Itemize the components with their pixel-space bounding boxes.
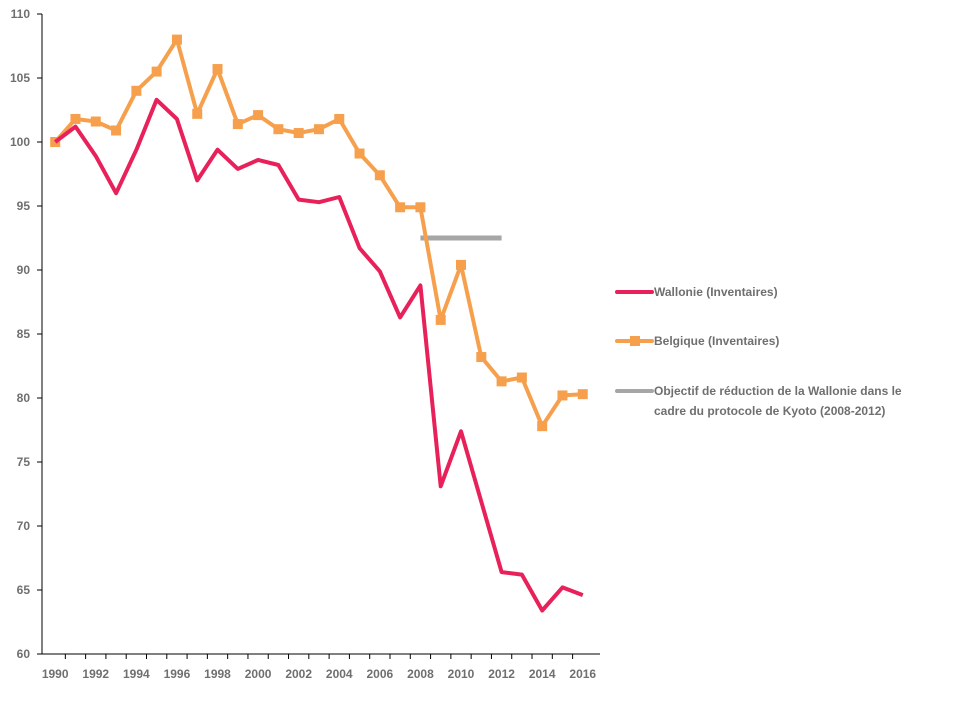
y-tick-label: 80 <box>17 391 31 405</box>
x-tick-label: 2000 <box>245 667 272 681</box>
data-point-belgique <box>293 128 304 139</box>
x-tick-label: 2004 <box>326 667 353 681</box>
data-point-belgique <box>334 113 345 124</box>
x-tick-label: 1992 <box>82 667 109 681</box>
y-tick-label: 100 <box>10 135 30 149</box>
data-point-belgique <box>232 119 243 130</box>
data-point-belgique <box>516 372 527 383</box>
series-layer <box>50 34 588 613</box>
data-point-belgique <box>151 66 162 77</box>
x-axis-ticks: 1990 1992 1994 1996 1998 2000 2002 2004 2006 2008… <box>42 654 596 681</box>
y-tick-label: 90 <box>17 263 31 277</box>
x-tick-label: 2008 <box>407 667 434 681</box>
data-point-belgique <box>111 125 122 136</box>
x-tick-label: 2012 <box>488 667 515 681</box>
data-point-belgique <box>90 116 101 127</box>
series-line-wallonie <box>53 97 584 613</box>
data-point-belgique <box>273 124 284 135</box>
x-tick-label: 1996 <box>164 667 191 681</box>
data-point-belgique <box>577 389 588 400</box>
data-point-belgique <box>374 170 385 181</box>
y-tick-label: 75 <box>17 455 31 469</box>
data-point-belgique <box>171 34 182 45</box>
data-point-belgique <box>496 376 507 387</box>
x-tick-label: 2016 <box>569 667 596 681</box>
x-tick-label: 1990 <box>42 667 69 681</box>
y-tick-label: 65 <box>17 583 31 597</box>
legend-label-wallonie: Wallonie (Inventaires) <box>654 285 778 299</box>
legend: Wallonie (Inventaires) Belgique (Inventa… <box>615 285 902 418</box>
x-tick-label: 2010 <box>448 667 475 681</box>
data-point-belgique <box>557 390 568 401</box>
data-point-belgique <box>50 137 61 147</box>
legend-label-objectif-line2: cadre du protocole de Kyoto (2008-2012) <box>654 404 885 418</box>
data-point-belgique <box>456 259 467 270</box>
data-point-belgique <box>212 64 223 75</box>
y-axis-ticks: 60 65 70 75 80 85 90 95 100 105 110 <box>10 7 42 661</box>
x-tick-label: 2014 <box>529 667 556 681</box>
y-tick-label: 95 <box>17 199 31 213</box>
data-point-belgique <box>476 352 487 363</box>
x-tick-label: 2002 <box>285 667 312 681</box>
legend-item-objectif: Objectif de réduction de la Wallonie dan… <box>615 384 902 418</box>
data-point-belgique <box>192 108 203 119</box>
data-point-belgique <box>395 202 406 213</box>
data-point-belgique <box>537 421 548 432</box>
data-point-belgique <box>70 113 81 124</box>
x-tick-label: 2006 <box>366 667 393 681</box>
y-tick-label: 85 <box>17 327 31 341</box>
data-point-belgique <box>354 148 365 159</box>
x-tick-label: 1998 <box>204 667 231 681</box>
y-tick-label: 70 <box>17 519 31 533</box>
data-point-belgique <box>415 202 426 213</box>
legend-label-belgique: Belgique (Inventaires) <box>654 334 779 348</box>
data-point-belgique <box>253 110 264 121</box>
data-point-belgique <box>435 314 446 325</box>
data-point-belgique <box>313 124 324 135</box>
x-tick-label: 1994 <box>123 667 150 681</box>
y-tick-label: 105 <box>10 71 30 85</box>
legend-item-wallonie: Wallonie (Inventaires) <box>615 285 778 299</box>
series-line-belgique <box>53 37 583 429</box>
legend-label-objectif-line1: Objectif de réduction de la Wallonie dan… <box>654 384 902 398</box>
legend-marker-belgique <box>630 336 640 346</box>
y-tick-label: 110 <box>11 7 31 21</box>
legend-item-belgique: Belgique (Inventaires) <box>615 334 779 348</box>
data-point-belgique <box>131 85 142 96</box>
y-tick-label: 60 <box>17 647 31 661</box>
